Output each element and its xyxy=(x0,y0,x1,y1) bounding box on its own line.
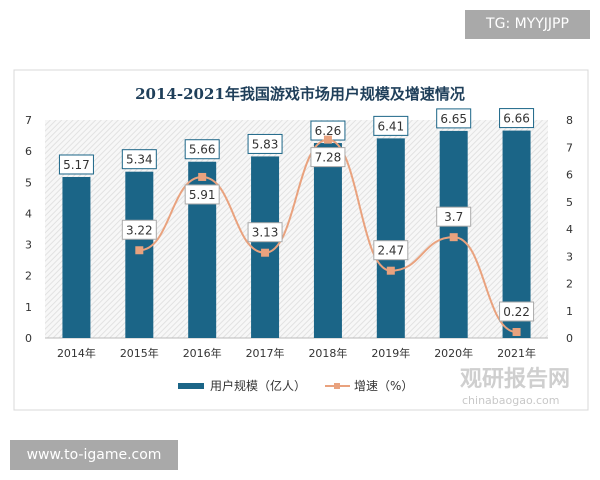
x-tick: 2020年 xyxy=(434,346,473,360)
y-right-tick: 1 xyxy=(566,305,573,318)
bar xyxy=(376,138,405,338)
watermark-url: chinabaogao.com xyxy=(462,394,560,407)
line-point xyxy=(386,266,395,275)
y-left-tick: 4 xyxy=(25,207,32,220)
bar-data-label: 5.83 xyxy=(252,137,279,151)
line-point xyxy=(512,328,521,337)
tg-label: TG: MYYJJPP xyxy=(465,10,590,39)
bar-data-label: 5.34 xyxy=(126,153,153,167)
line-data-label: 0.22 xyxy=(503,305,530,319)
y-left-tick: 6 xyxy=(25,145,32,158)
bar xyxy=(251,156,280,338)
bar-data-label: 6.66 xyxy=(503,112,530,126)
legend-swatch-bar xyxy=(178,383,204,389)
bar-label-box xyxy=(184,139,220,160)
y-right-tick: 6 xyxy=(566,169,573,182)
y-right-tick: 8 xyxy=(566,114,573,127)
bar-label-box xyxy=(436,108,472,129)
legend-swatch-marker xyxy=(334,383,340,389)
line-data-label: 2.47 xyxy=(377,244,404,258)
x-tick: 2015年 xyxy=(120,346,159,360)
bar-label-box xyxy=(247,133,283,154)
y-left-tick: 7 xyxy=(25,114,32,127)
line-data-label: 3.22 xyxy=(126,223,153,237)
line-data-label: 5.91 xyxy=(189,188,216,202)
line-point xyxy=(449,233,458,242)
line-point xyxy=(261,248,270,257)
line-point xyxy=(323,135,332,144)
y-left-tick: 3 xyxy=(25,239,32,252)
line-data-label: 7.28 xyxy=(315,151,342,165)
line-data-label: 3.13 xyxy=(252,226,279,240)
legend-label-bar: 用户规模（亿人） xyxy=(210,378,306,393)
y-left-tick: 5 xyxy=(25,176,32,189)
x-tick: 2017年 xyxy=(246,346,285,360)
x-tick: 2019年 xyxy=(371,346,410,360)
site-label: www.to-igame.com xyxy=(10,440,178,470)
bar-data-label: 6.41 xyxy=(377,119,404,133)
legend-label-line: 增速（%） xyxy=(354,379,413,393)
watermark: 观研报告网 xyxy=(460,367,570,392)
line-label-box xyxy=(310,147,346,168)
bar-data-label: 6.26 xyxy=(315,124,342,138)
bar-label-box xyxy=(373,115,409,136)
bar-label-box xyxy=(58,154,94,175)
y-right-tick: 5 xyxy=(566,196,573,209)
bar-data-label: 6.65 xyxy=(440,112,467,126)
bar xyxy=(313,143,342,338)
bar xyxy=(125,171,154,338)
y-right-tick: 2 xyxy=(566,278,573,291)
x-tick: 2021年 xyxy=(497,346,536,360)
y-left-tick: 0 xyxy=(25,332,32,345)
legend: 用户规模（亿人） 增速（%） xyxy=(178,378,413,393)
line-label-box xyxy=(184,184,220,205)
bar-data-label: 5.66 xyxy=(189,143,216,157)
y-right-tick: 4 xyxy=(566,223,573,236)
line-label-box xyxy=(121,219,157,240)
chart-title: 2014-2021年我国游戏市场用户规模及增速情况 xyxy=(135,85,465,103)
x-tick: 2014年 xyxy=(57,346,96,360)
bar-data-label: 5.17 xyxy=(63,158,90,172)
line-label-box xyxy=(373,240,409,261)
y-right-tick: 3 xyxy=(566,250,573,263)
y-left-tick: 2 xyxy=(25,270,32,283)
x-tick: 2016年 xyxy=(183,346,222,360)
bar xyxy=(62,176,91,338)
line-point xyxy=(198,172,207,181)
plot-area xyxy=(45,120,548,338)
line-label-box xyxy=(499,301,535,322)
bar-label-box xyxy=(499,108,535,129)
line-point xyxy=(135,246,144,255)
y-right-tick: 0 xyxy=(566,332,573,345)
x-tick: 2018年 xyxy=(308,346,347,360)
line-label-box xyxy=(436,206,472,227)
bar-label-box xyxy=(121,149,157,170)
line-label-box xyxy=(247,222,283,243)
line-data-label: 3.7 xyxy=(444,210,463,224)
y-left-tick: 1 xyxy=(25,301,32,314)
y-right-tick: 7 xyxy=(566,141,573,154)
